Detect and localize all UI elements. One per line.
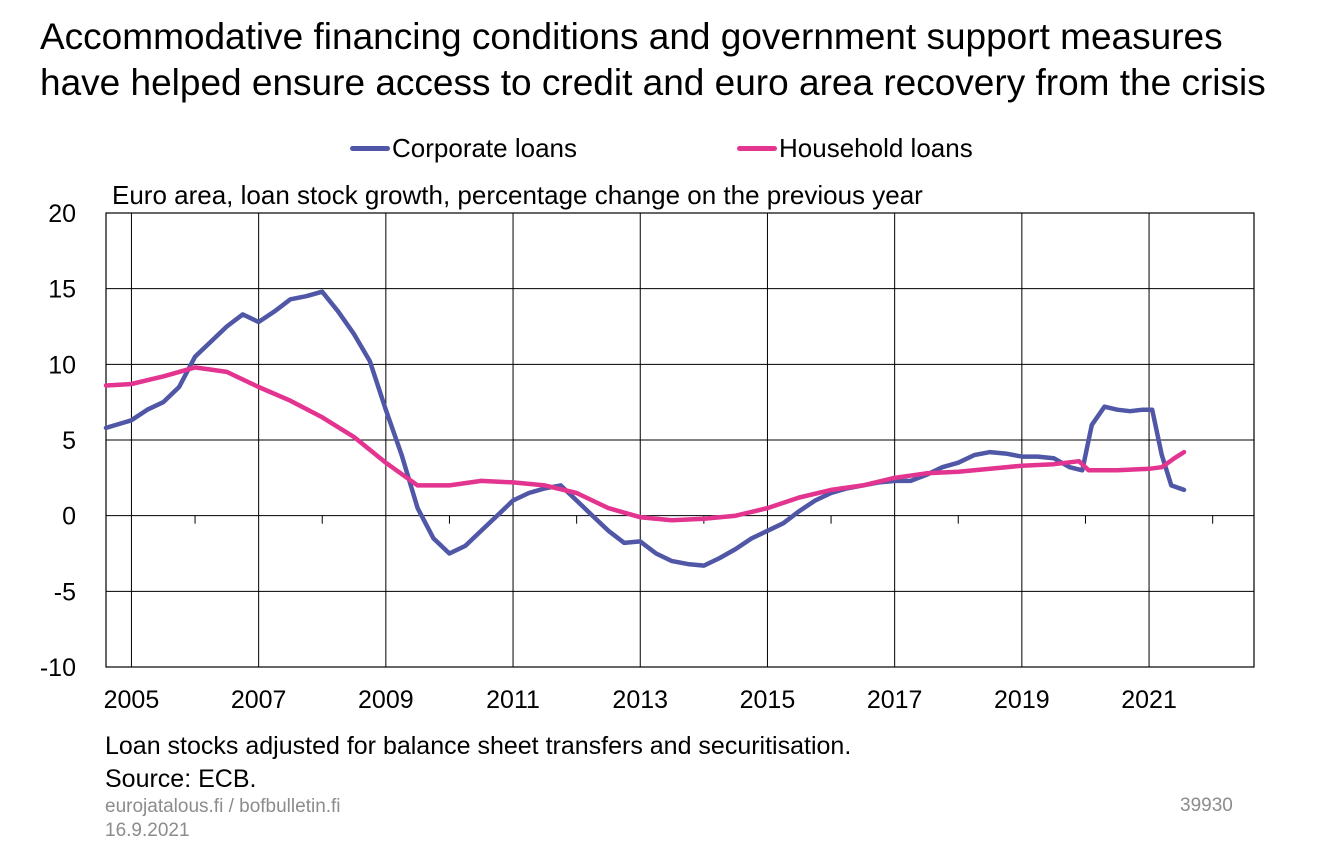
legend-item-household: Household loans	[737, 128, 973, 168]
x-tick-label: 2019	[994, 686, 1050, 714]
x-tick-label: 2005	[104, 686, 160, 714]
footer-site: eurojatalous.fi / bofbulletin.fi	[105, 796, 341, 817]
y-tick-label: 15	[48, 276, 76, 304]
legend-label-household: Household loans	[779, 132, 973, 163]
corporate-loans-line	[103, 289, 1187, 568]
x-tick-label: 2009	[358, 686, 414, 714]
x-tick-label: 2011	[486, 686, 540, 714]
x-tick-label: 2021	[1121, 686, 1177, 714]
legend-item-corporate: Corporate loans	[350, 128, 577, 168]
footer-date: 16.9.2021	[105, 820, 190, 841]
legend-label-corporate: Corporate loans	[392, 132, 577, 163]
x-tick-label: 2017	[867, 686, 923, 714]
household-loans-line	[103, 365, 1187, 523]
note-adjustment: Loan stocks adjusted for balance sheet t…	[105, 732, 852, 760]
footer-credit: eurojatalous.fi / bofbulletin.fi 16.9.20…	[105, 795, 341, 843]
chart-note: Loan stocks adjusted for balance sheet t…	[105, 730, 851, 796]
x-tick-label: 2015	[740, 686, 796, 714]
footer-code: 39930	[1180, 795, 1233, 816]
legend-swatch-household	[737, 145, 777, 151]
y-tick-label: -10	[40, 654, 76, 682]
chart-subtitle: Euro area, loan stock growth, percentage…	[112, 180, 923, 210]
y-tick-label: 5	[62, 427, 76, 455]
y-tick-label: 10	[48, 351, 76, 379]
legend: Corporate loans Household loans	[0, 128, 1318, 168]
y-tick-label: -5	[54, 578, 76, 606]
y-tick-label: 0	[62, 503, 76, 531]
note-source: Source: ECB.	[105, 765, 257, 793]
legend-swatch-corporate	[350, 145, 390, 151]
y-tick-label: 20	[48, 200, 76, 228]
x-tick-label: 2013	[612, 686, 668, 714]
x-tick-label: 2007	[231, 686, 287, 714]
chart-title: Accommodative financing conditions and g…	[40, 16, 1266, 103]
